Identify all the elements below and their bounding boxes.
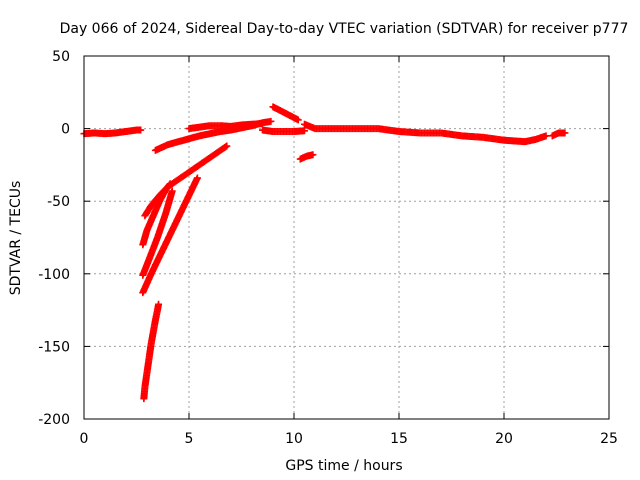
data-point [155, 300, 163, 308]
series-deep-branch [140, 300, 163, 403]
chart-title: Day 066 of 2024, Sidereal Day-to-day VTE… [60, 21, 629, 37]
x-tick-label: 5 [185, 431, 194, 447]
series-short-spike [269, 103, 302, 124]
series-small-dip [296, 151, 317, 163]
x-tick-label: 25 [600, 431, 618, 447]
series-steep-3 [139, 187, 176, 279]
y-tick-label: -150 [38, 339, 70, 355]
data-point [301, 127, 308, 135]
series-plateau-a [185, 120, 266, 133]
data-point [137, 126, 145, 134]
data-point [259, 120, 266, 128]
x-axis-label: GPS time / hours [285, 458, 402, 474]
x-tick-label: 15 [390, 431, 408, 447]
data-point [223, 142, 231, 150]
series-plateau-b [259, 126, 308, 136]
series-steep-4 [139, 174, 201, 297]
data-point [267, 117, 275, 125]
data-point [193, 174, 201, 182]
y-tick-label: -50 [47, 194, 70, 210]
data-point [309, 151, 317, 159]
data-point [561, 129, 569, 137]
data-point [542, 132, 550, 140]
y-tick-label: -200 [38, 412, 70, 428]
x-tick-label: 0 [80, 431, 89, 447]
data-point [294, 116, 302, 124]
y-tick-label: 0 [61, 122, 70, 138]
y-tick-label: -100 [38, 267, 70, 283]
grid-lines [84, 56, 609, 419]
series-steep-2 [139, 180, 174, 249]
data-point [168, 187, 176, 195]
series-late-track [301, 120, 550, 146]
y-tick-label: 50 [52, 49, 70, 65]
series-end-cluster [548, 129, 569, 140]
data-point [165, 181, 173, 189]
y-axis-label: SDTVAR / TECUs [8, 181, 24, 296]
data-series [80, 103, 569, 403]
data-point [166, 180, 174, 188]
x-tick-label: 20 [495, 431, 513, 447]
tick-labels: 0 5 10 15 20 25 -200 -150 -100 -50 0 50 [38, 49, 618, 447]
series-steady-track [80, 126, 145, 138]
plot-frame [83, 55, 610, 420]
axis-ticks [83, 55, 610, 420]
x-tick-label: 10 [285, 431, 303, 447]
